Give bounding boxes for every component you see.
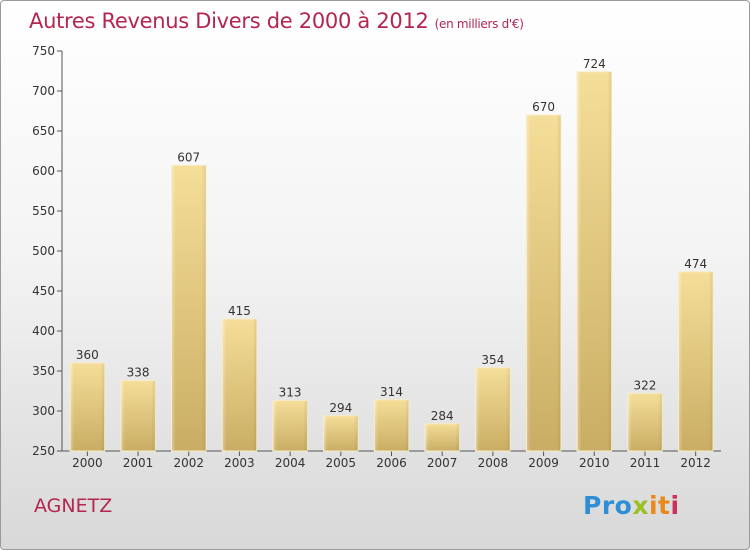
proxiti-logo: Proxiti: [583, 491, 680, 520]
bar-shine: [627, 393, 663, 451]
y-tick-label: 650: [32, 124, 55, 138]
x-tick-label: 2000: [72, 456, 103, 470]
chart-title-text: Autres Revenus Divers de 2000 à 2012: [29, 9, 429, 33]
x-tick-label: 2011: [630, 456, 661, 470]
x-tick-label: 2004: [275, 456, 306, 470]
x-tick-label: 2007: [427, 456, 458, 470]
bar-shine: [374, 399, 409, 451]
data-label: 284: [431, 409, 454, 423]
y-tick-label: 250: [32, 444, 55, 458]
bar-shine: [577, 71, 612, 452]
data-label: 294: [329, 401, 352, 415]
y-tick-label: 700: [32, 84, 55, 98]
logo-part: Pro: [583, 491, 633, 520]
data-label: 322: [634, 378, 657, 392]
logo-part: i: [670, 491, 680, 520]
bar-shine: [222, 319, 257, 451]
logo-part: it: [648, 491, 671, 520]
bars: [69, 71, 714, 452]
y-tick-label: 450: [32, 284, 55, 298]
bar-shine: [526, 115, 561, 451]
bar-shine: [424, 423, 460, 451]
chart-title: Autres Revenus Divers de 2000 à 2012 (en …: [29, 9, 524, 33]
x-tick-label: 2010: [579, 456, 610, 470]
data-label: 313: [279, 386, 302, 400]
y-tick-label: 300: [32, 404, 55, 418]
data-label: 415: [228, 304, 251, 318]
data-label: 354: [481, 353, 504, 367]
x-tick-label: 2005: [326, 456, 357, 470]
bar-shine: [323, 415, 359, 451]
location-name: AGNETZ: [34, 495, 113, 517]
data-label: 338: [127, 366, 150, 380]
x-tick-label: 2003: [224, 456, 255, 470]
y-tick-label: 550: [32, 204, 55, 218]
data-label: 724: [583, 57, 606, 71]
y-tick-label: 400: [32, 324, 55, 338]
unit-note: (en milliers d'€): [434, 17, 524, 31]
bar-shine: [272, 400, 308, 451]
x-tick-label: 2002: [173, 456, 204, 470]
data-label: 360: [76, 348, 99, 362]
value-labels: 360 338 607 415 313 294 314 284 354 670 724 322 474: [76, 57, 707, 423]
x-tick-label: 2001: [123, 456, 154, 470]
logo-part: x: [632, 491, 649, 520]
y-axis: 250 300 350 400 450 500 550 600 650 700 750: [32, 44, 63, 458]
x-tick-label: 2008: [478, 456, 509, 470]
data-label: 607: [177, 150, 200, 164]
bar-shine: [678, 271, 713, 451]
y-tick-label: 500: [32, 244, 55, 258]
bar-shine: [475, 367, 511, 451]
y-tick-label: 750: [32, 44, 55, 58]
data-label: 670: [532, 100, 555, 114]
bar-shine: [70, 363, 105, 451]
bar-shine: [171, 165, 206, 451]
y-tick-label: 350: [32, 364, 55, 378]
x-tick-label: 2009: [528, 456, 559, 470]
data-label: 474: [684, 257, 707, 271]
data-label: 314: [380, 385, 403, 399]
x-tick-label: 2012: [680, 456, 711, 470]
y-tick-label: 600: [32, 164, 55, 178]
bar-shine: [120, 380, 156, 451]
x-tick-label: 2006: [376, 456, 407, 470]
x-axis: 2000 2001 2002 2003 2004 2005 2006 2007 2008 2009…: [62, 450, 721, 470]
